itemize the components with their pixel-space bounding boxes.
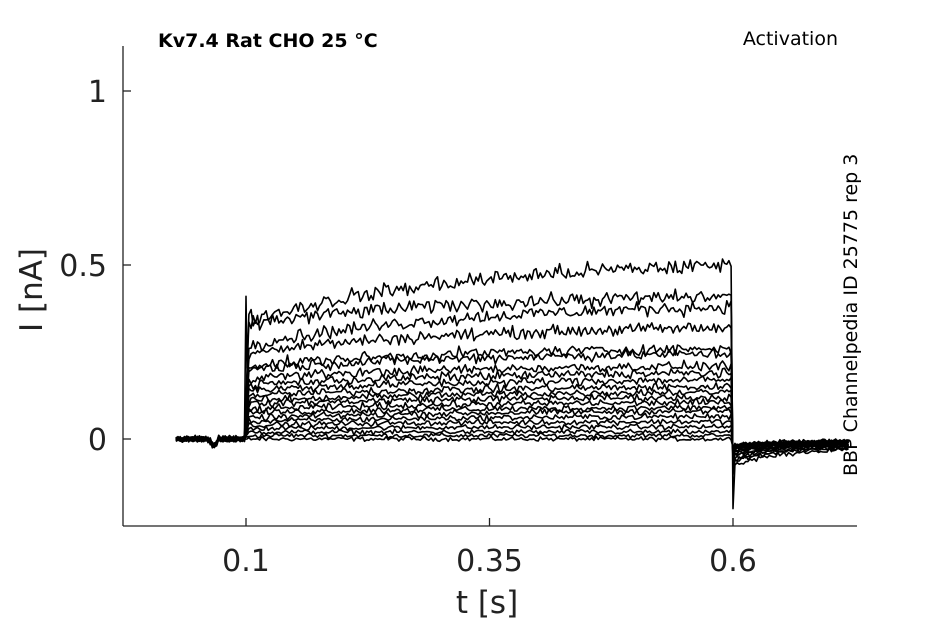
x-axis-ticks: 0.1 0.35 0.6	[222, 518, 757, 579]
current-traces	[175, 258, 850, 510]
y-tick-label: 1	[88, 75, 107, 110]
chart-title: Kv7.4 Rat CHO 25 °C	[158, 30, 378, 52]
x-axis-label: t [s]	[456, 585, 518, 621]
y-axis-label: I [nA]	[14, 248, 50, 332]
x-tick-label: 0.35	[456, 544, 523, 579]
current-trace	[175, 258, 849, 510]
y-tick-label: 0.5	[59, 249, 107, 284]
current-trace	[175, 288, 849, 476]
y-axis-ticks: 00.51	[59, 75, 131, 458]
source-label: BBP Channelpedia ID 25775 rep 3	[840, 154, 862, 476]
current-trace	[175, 367, 849, 461]
current-trace	[175, 322, 849, 470]
y-tick-label: 0	[88, 423, 107, 458]
x-tick-label: 0.1	[222, 544, 270, 579]
protocol-label: Activation	[743, 28, 838, 50]
current-trace	[175, 344, 849, 466]
current-trace	[175, 418, 849, 452]
x-tick-label: 0.6	[709, 544, 757, 579]
